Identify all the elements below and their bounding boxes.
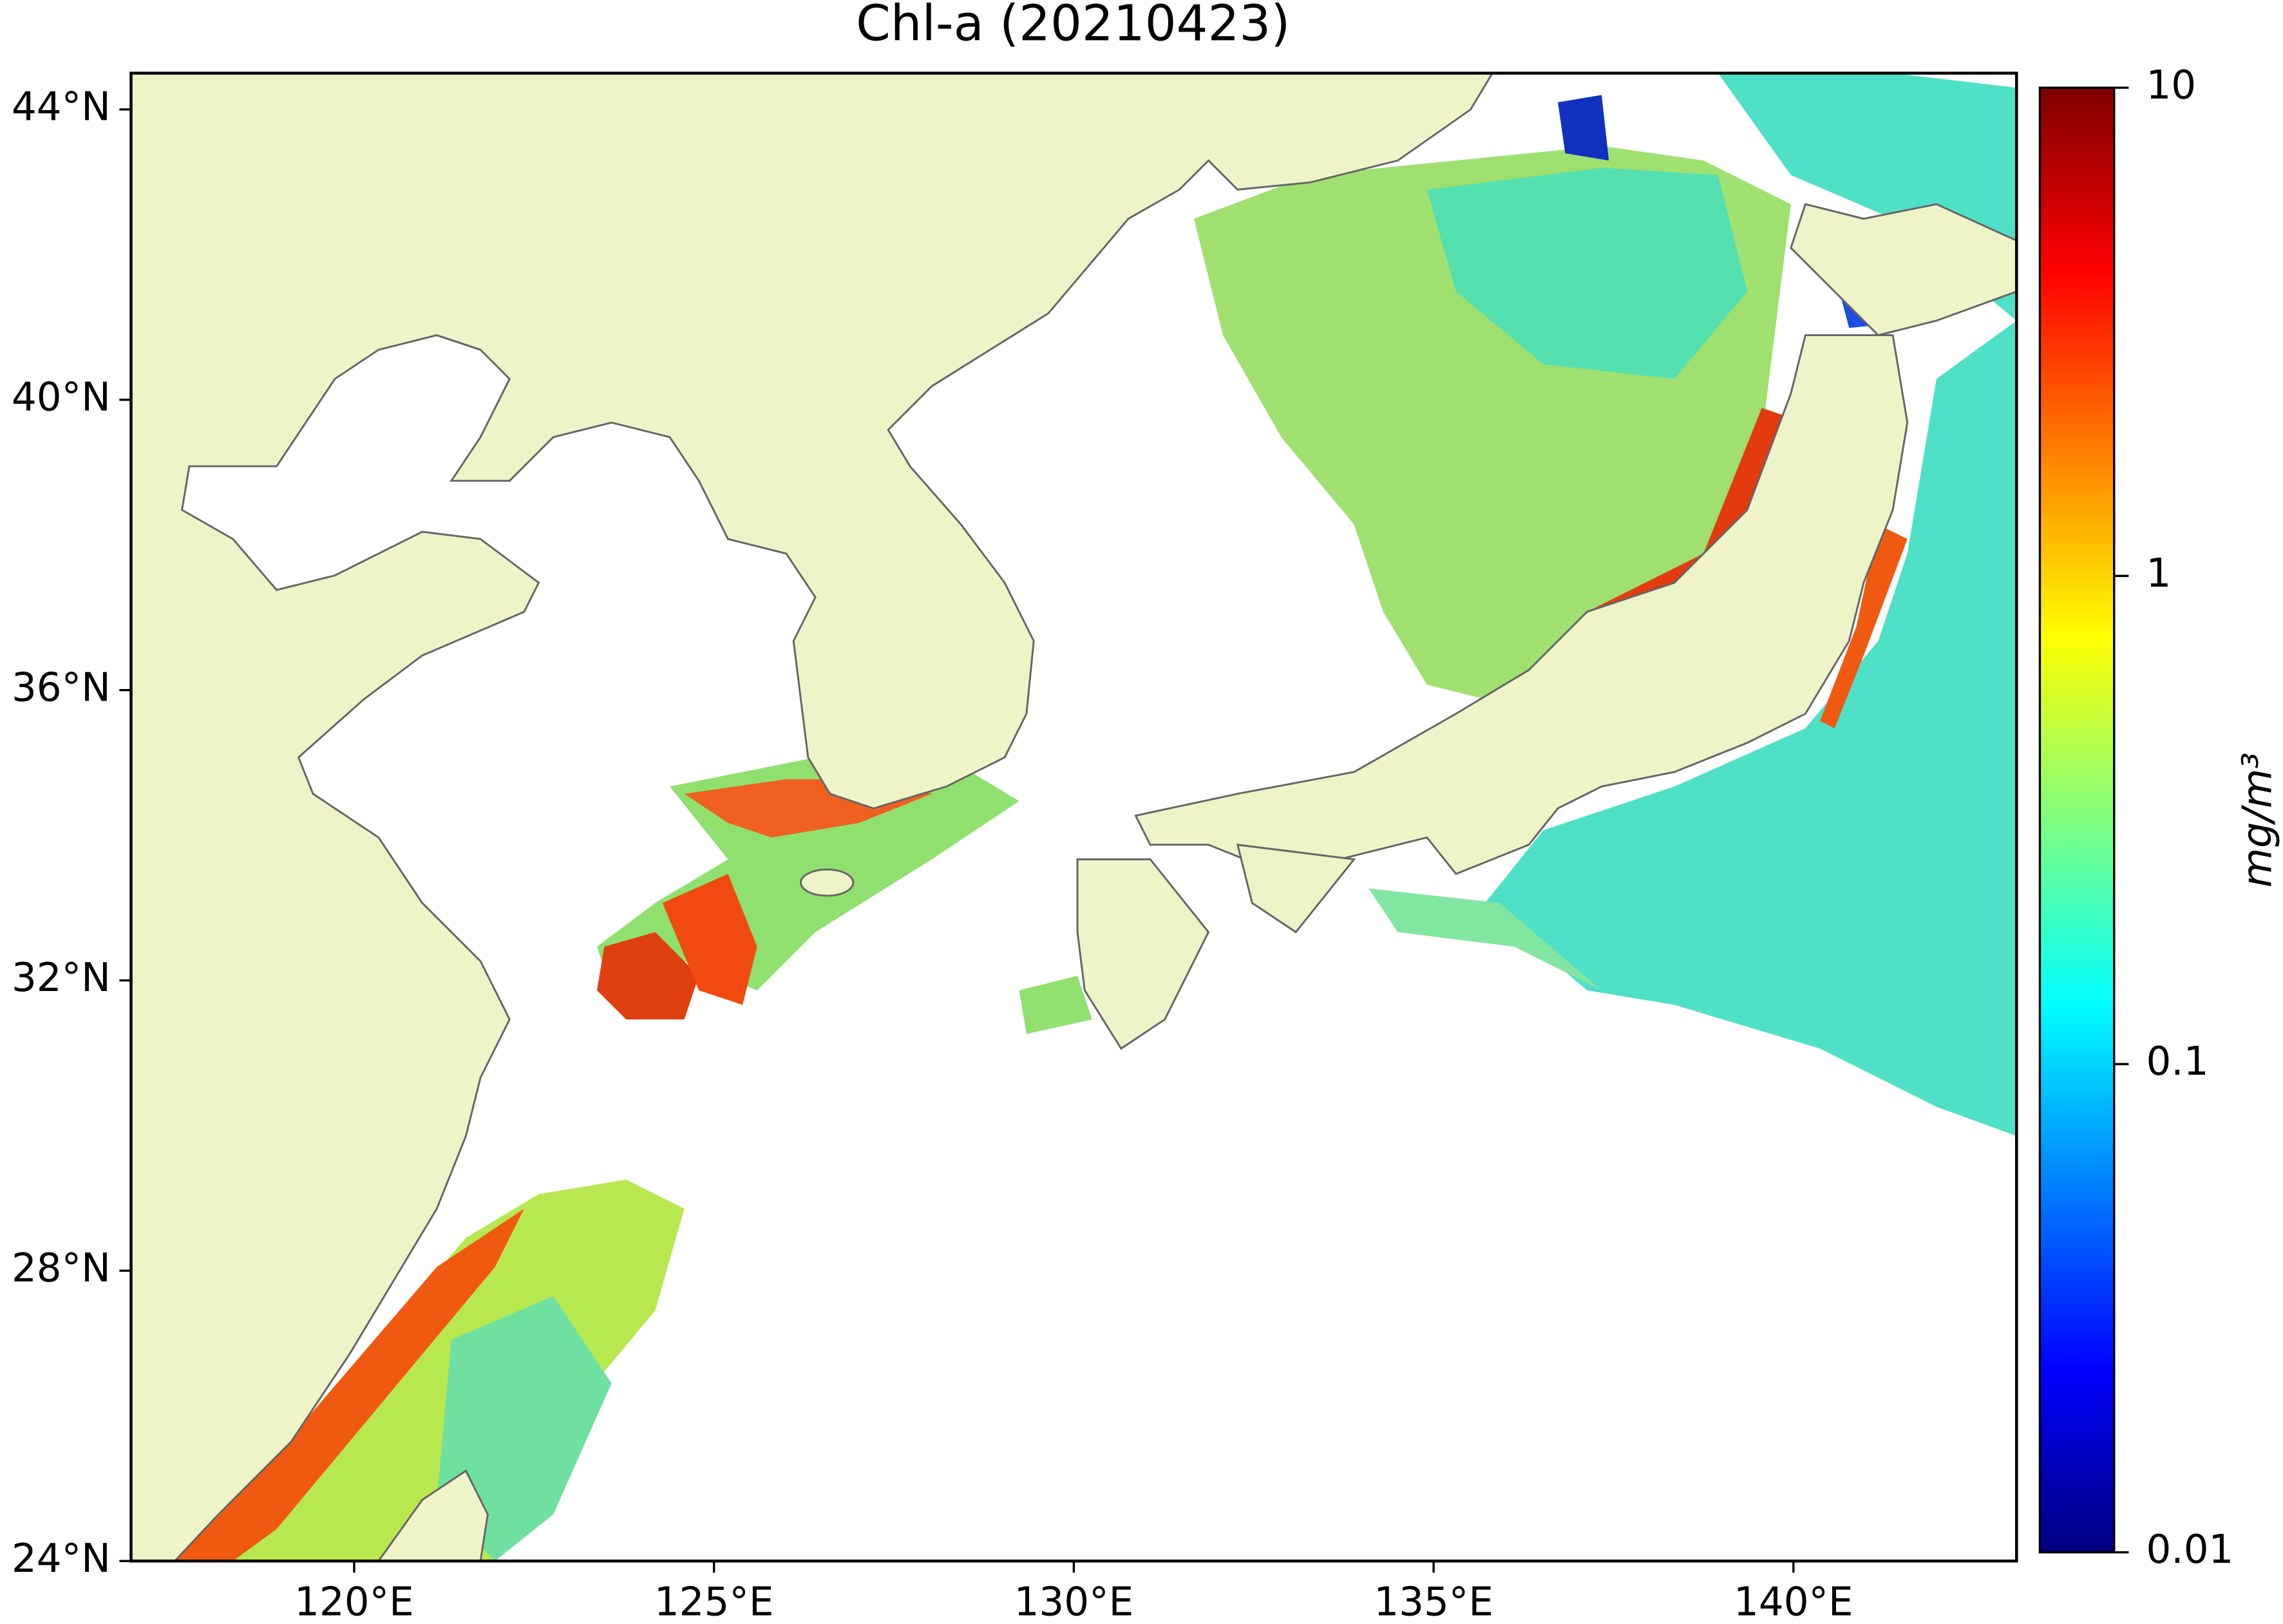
land-jeju (799, 868, 855, 897)
x-tick-label: 135°E (1374, 1580, 1493, 1624)
y-tick-label: 28°N (12, 1245, 111, 1291)
map-area (131, 73, 2017, 1562)
land-kyushu (1076, 858, 1210, 1050)
x-tick-label: 130°E (1014, 1580, 1134, 1624)
colorbar-tick-label: 10 (2146, 62, 2196, 108)
x-tick-label: 140°E (1734, 1580, 1853, 1624)
chart-title: Chl-a (20210423) (856, 0, 1290, 52)
colorbar-tick-label: 0.1 (2146, 1039, 2208, 1084)
colorbar (2038, 86, 2116, 1554)
colorbar-tick-label: 1 (2146, 551, 2171, 596)
y-tick-label: 40°N (12, 374, 111, 420)
y-tick-label: 32°N (12, 955, 111, 1001)
y-tick-label: 36°N (12, 665, 111, 710)
land-shikoku (1236, 844, 1356, 934)
land-mainland (131, 73, 1494, 1562)
land-honshu (1134, 334, 1909, 875)
land-hokkaido (1790, 203, 2017, 337)
colorbar-tick-label: 0.01 (2146, 1527, 2233, 1572)
y-tick-label: 24°N (12, 1536, 111, 1582)
y-tick-label: 44°N (12, 84, 111, 130)
x-tick-label: 125°E (654, 1580, 774, 1624)
colorbar-label: mg/m³ (2233, 752, 2280, 887)
land-taiwan (377, 1469, 489, 1562)
x-tick-label: 120°E (294, 1580, 414, 1624)
